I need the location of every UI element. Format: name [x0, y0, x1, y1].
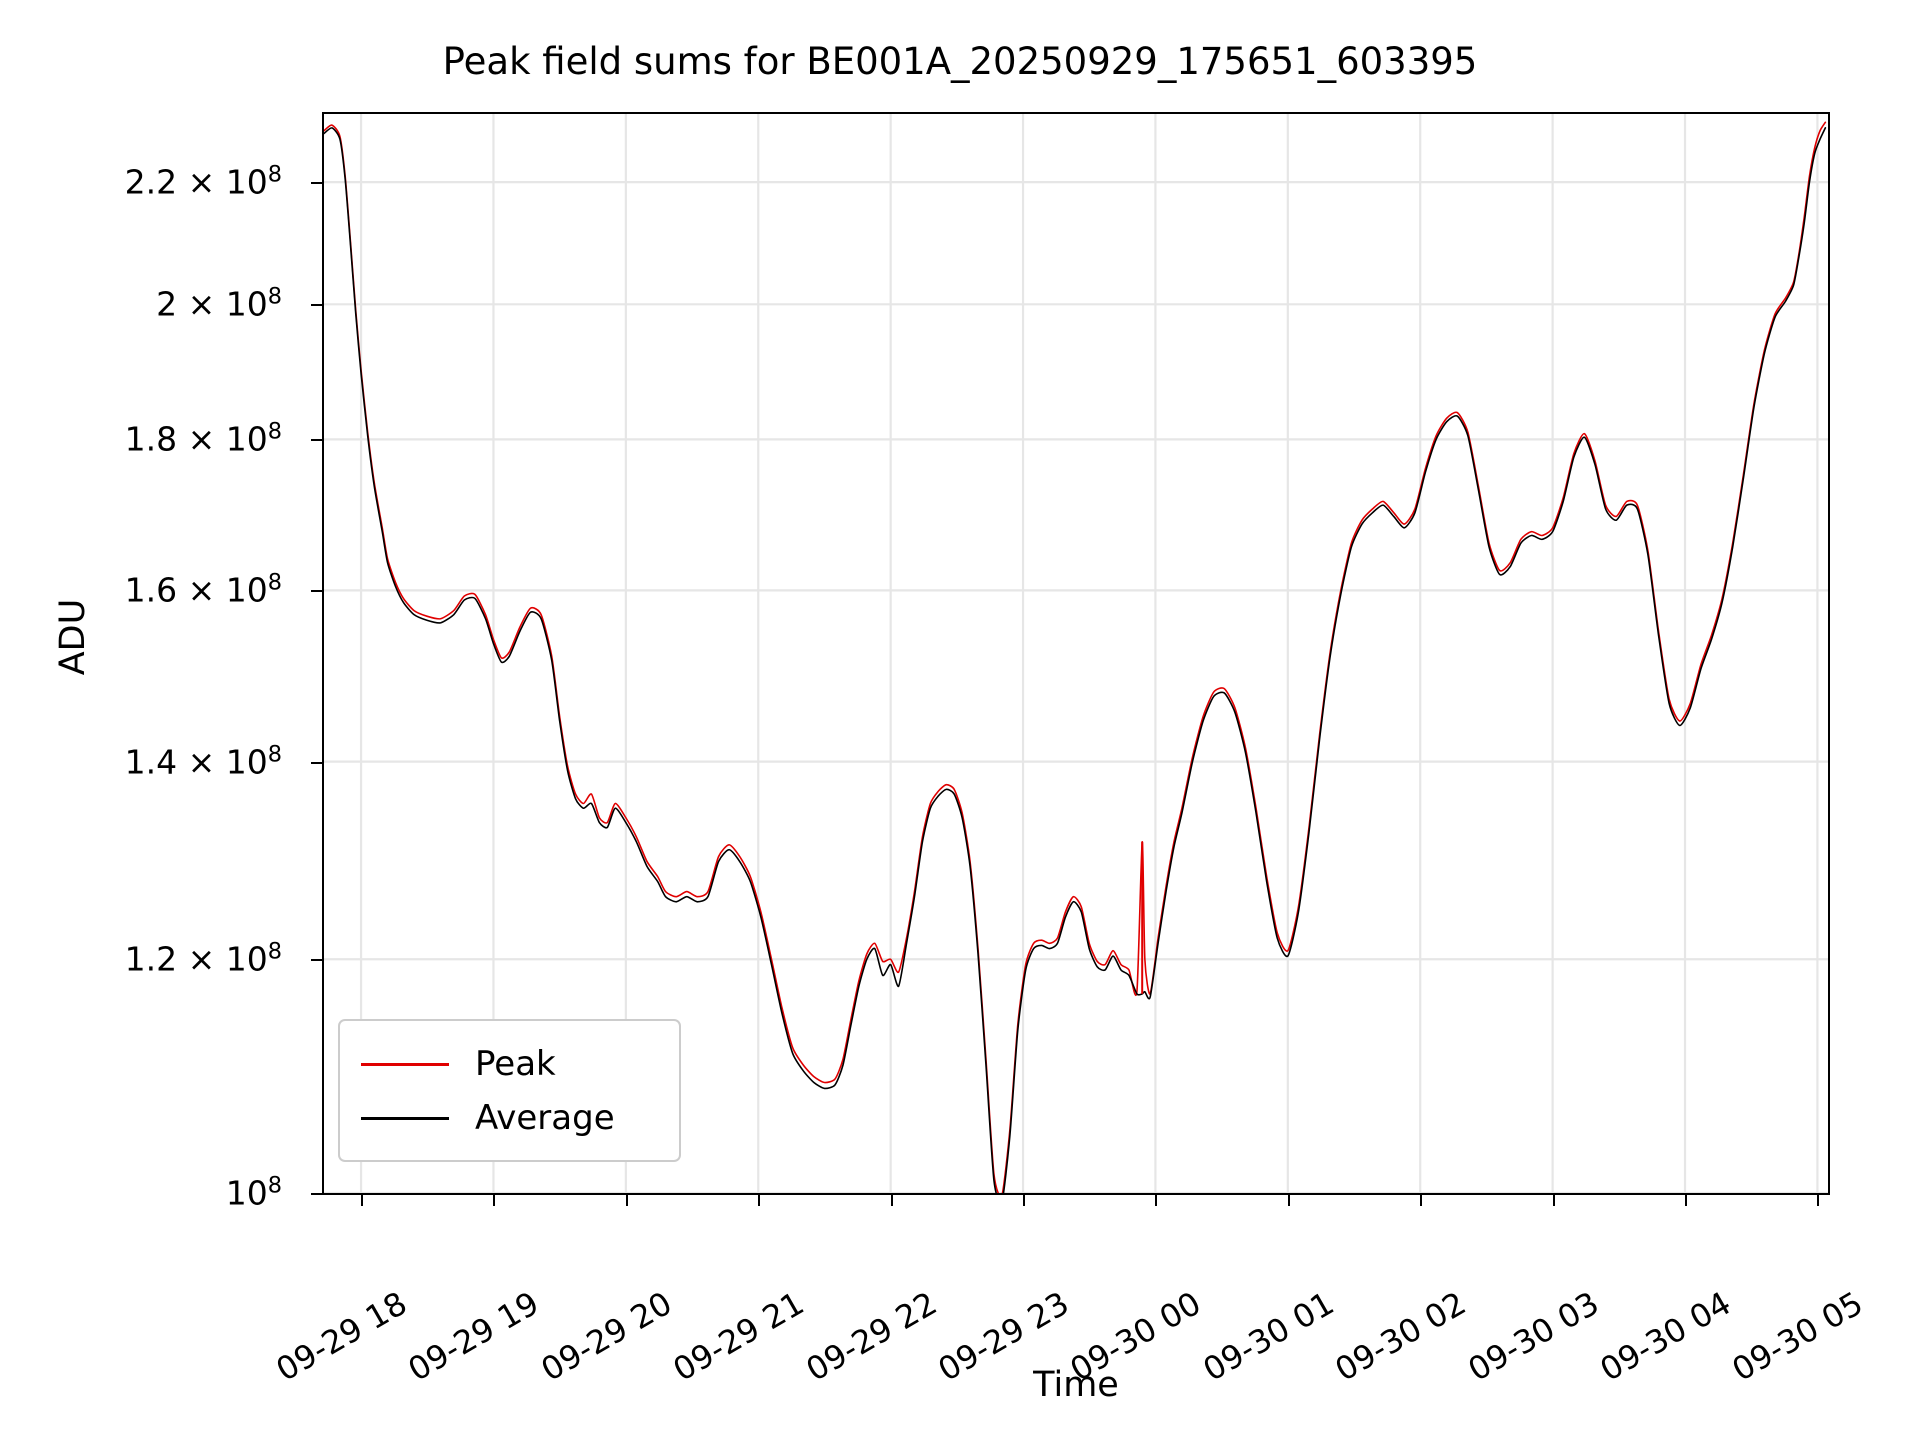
- x-tick-label: 09-30 05: [1726, 1212, 1920, 1389]
- y-tick-mark: [311, 1193, 322, 1195]
- y-tick-label: 1.6 × 108: [124, 569, 282, 610]
- x-tick-mark: [361, 1195, 364, 1206]
- x-tick-mark: [1023, 1195, 1026, 1206]
- y-tick-label: 1.2 × 108: [124, 938, 282, 979]
- x-tick-mark: [1287, 1195, 1290, 1206]
- x-tick-mark: [890, 1195, 893, 1206]
- chart-legend: Peak Average: [338, 1019, 681, 1162]
- x-tick-mark: [758, 1195, 761, 1206]
- y-tick-label: 2.2 × 108: [124, 161, 282, 202]
- chart-title: Peak field sums for BE001A_20250929_1756…: [442, 40, 1478, 83]
- x-tick-mark: [1817, 1195, 1820, 1206]
- series-lines: [324, 121, 1827, 1193]
- legend-label: Average: [475, 1098, 615, 1138]
- y-tick-label: 2 × 108: [156, 283, 282, 324]
- plot-svg: [324, 114, 1828, 1193]
- x-tick-mark: [1155, 1195, 1158, 1206]
- y-tick-label: 1.8 × 108: [124, 418, 282, 459]
- y-tick-mark: [311, 304, 322, 307]
- x-tick-mark: [493, 1195, 496, 1206]
- x-tick-mark: [1420, 1195, 1423, 1206]
- series-line-peak: [324, 121, 1827, 1193]
- y-tick-mark: [311, 590, 322, 593]
- x-tick-mark: [625, 1195, 628, 1206]
- y-tick-label: 1.4 × 108: [124, 741, 282, 782]
- x-tick-mark: [1685, 1195, 1687, 1206]
- y-axis-label: ADU: [53, 598, 93, 676]
- legend-color-swatch: [361, 1116, 449, 1120]
- legend-label: Peak: [475, 1044, 556, 1084]
- y-tick-label: 108: [225, 1172, 282, 1213]
- legend-entry-peak[interactable]: Peak: [340, 1039, 679, 1089]
- x-axis-label: Time: [1033, 1365, 1119, 1405]
- y-tick-mark: [311, 761, 322, 764]
- y-tick-mark: [311, 182, 322, 185]
- gridlines: [324, 114, 1828, 1193]
- y-tick-mark: [311, 959, 322, 962]
- y-tick-mark: [311, 439, 322, 442]
- legend-color-swatch: [361, 1062, 449, 1066]
- series-line-average: [324, 127, 1827, 1193]
- legend-entry-average[interactable]: Average: [340, 1093, 679, 1143]
- x-tick-mark: [1552, 1195, 1555, 1206]
- plot-area: [322, 112, 1830, 1195]
